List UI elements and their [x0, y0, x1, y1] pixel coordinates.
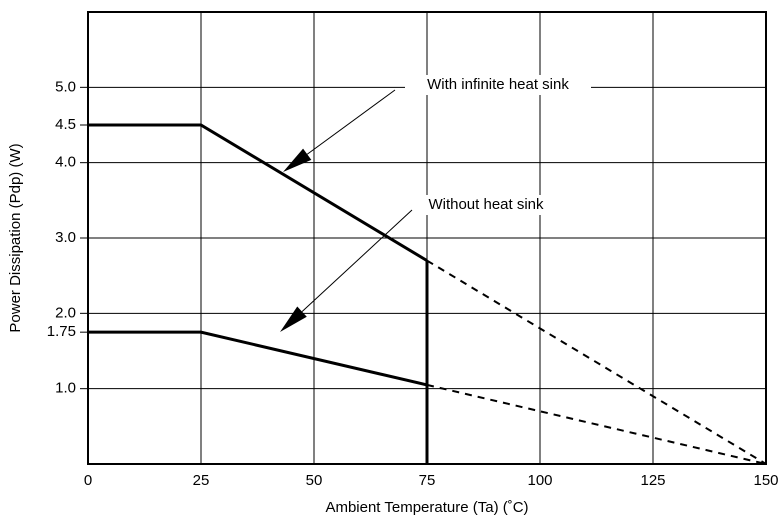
annotation-bg: [405, 75, 591, 95]
y-tick-label: 3.0: [55, 229, 76, 246]
annotation: Without heat sink: [428, 196, 544, 213]
x-tick-label: 150: [753, 472, 778, 489]
x-tick-label: 0: [84, 472, 92, 489]
y-tick-label: 1.0: [55, 380, 76, 397]
arrow-line: [306, 89, 396, 155]
annotation: With infinite heat sink: [427, 76, 569, 93]
y-tick-label: 2.0: [55, 304, 76, 321]
x-tick-label: 25: [193, 472, 210, 489]
line: [88, 123, 428, 262]
y-tick-label: 4.0: [55, 154, 76, 171]
y-tick-label: 5.0: [55, 78, 76, 95]
annotation-bg: [411, 195, 561, 215]
x-tick-label: 100: [527, 472, 552, 489]
x-tick-label: 50: [306, 472, 323, 489]
dashed-line: [426, 383, 767, 465]
arrow-line: [301, 209, 413, 313]
x-tick-label: 125: [640, 472, 665, 489]
arrow-head: [280, 306, 307, 332]
arrow-head: [283, 148, 312, 172]
dashed-line: [426, 259, 767, 465]
x-tick-label: 75: [419, 472, 436, 489]
x-axis-label: Ambient Temperature (Ta) (˚C): [325, 499, 528, 516]
y-tick-label: 4.5: [55, 116, 76, 133]
y-tick-label: 1.75: [47, 323, 76, 340]
y-axis-label: Power Dissipation (Pdp) (W): [7, 143, 24, 332]
line: [88, 330, 428, 387]
